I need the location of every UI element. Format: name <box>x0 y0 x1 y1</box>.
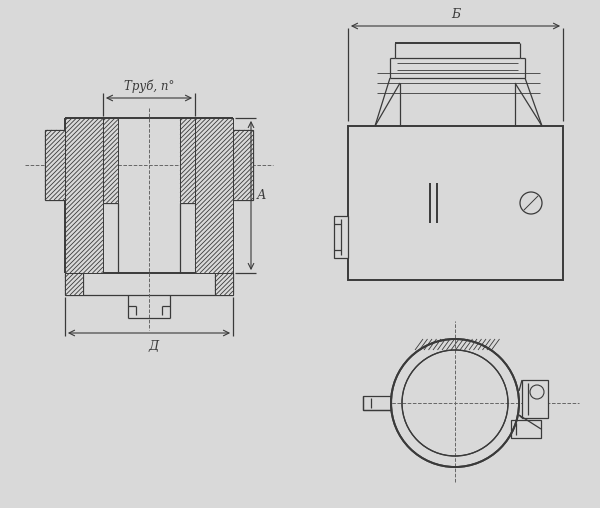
Bar <box>348 126 563 280</box>
Bar <box>522 380 548 418</box>
Bar <box>65 273 83 295</box>
Bar <box>65 118 103 273</box>
Bar <box>195 118 233 273</box>
Bar <box>334 216 348 258</box>
Bar <box>233 130 253 200</box>
Bar <box>215 273 233 295</box>
Bar <box>363 396 391 410</box>
Text: Труб, п°: Труб, п° <box>124 79 174 93</box>
Bar <box>511 420 541 438</box>
Text: Д: Д <box>149 340 159 353</box>
Bar <box>103 118 118 203</box>
Text: А: А <box>257 189 266 202</box>
Text: Б: Б <box>451 8 460 21</box>
Bar <box>180 118 195 203</box>
Bar <box>45 130 65 200</box>
